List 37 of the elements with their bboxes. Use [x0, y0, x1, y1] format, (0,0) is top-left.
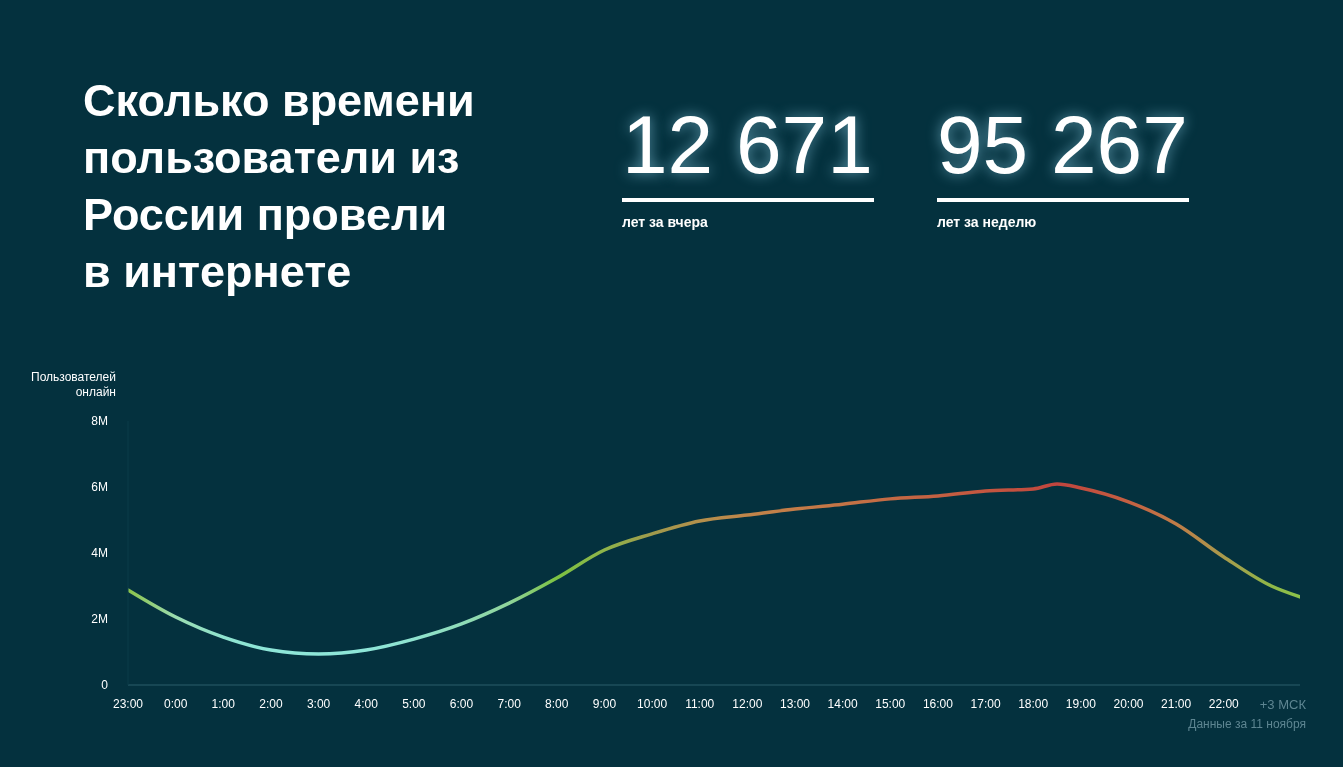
x-tick-label: 2:00: [259, 696, 283, 711]
x-tick-label: 8:00: [545, 696, 569, 711]
x-tick-label: 23:00: [112, 696, 144, 711]
x-tick-label: 15:00: [875, 696, 906, 711]
x-tick-label: 9:00: [592, 696, 617, 711]
x-tick-label: 20:00: [1113, 696, 1144, 711]
x-tick-label: 16:00: [922, 696, 954, 711]
x-tick-label: 19:00: [1065, 696, 1097, 711]
text: Данные за 11 ноября: [1188, 717, 1306, 731]
x-tick-label: 11:00: [685, 696, 715, 711]
x-tick-label: 5:00: [402, 696, 426, 711]
x-tick-label: 17:00: [970, 696, 1001, 711]
text: 12 671: [622, 99, 874, 190]
x-tick-label: 0:00: [163, 696, 188, 711]
y-tick-label: 4M: [91, 546, 108, 561]
text: +3 МСК: [1259, 697, 1306, 712]
x-tick-label: 7:00: [497, 696, 522, 711]
x-tick-label: 4:00: [354, 696, 379, 711]
x-tick-label: 18:00: [1018, 696, 1049, 711]
x-tick-label: 1:00: [211, 696, 236, 711]
x-tick-label: 13:00: [779, 696, 811, 711]
x-tick-label: 14:00: [827, 696, 858, 711]
y-tick-label: 8M: [91, 414, 108, 429]
x-tick-label: 3:00: [306, 696, 331, 711]
y-tick-label: 0: [101, 678, 109, 693]
text: 95 267: [937, 99, 1189, 190]
x-tick-label: 12:00: [732, 696, 763, 711]
x-tick-label: 21:00: [1161, 696, 1192, 711]
x-tick-label: 10:00: [637, 696, 668, 711]
text: лет за неделю: [937, 214, 1038, 230]
y-axis-title: Пользователей онлайн: [30, 370, 116, 400]
text: лет за вчера: [622, 214, 709, 230]
x-tick-label: 6:00: [449, 696, 474, 711]
chart-title: Сколько времени пользователи из России провели в интернете: [83, 74, 476, 299]
y-tick-label: 6M: [91, 480, 108, 495]
y-tick-label: 2M: [91, 612, 108, 627]
x-tick-label: 22:00: [1208, 696, 1240, 711]
